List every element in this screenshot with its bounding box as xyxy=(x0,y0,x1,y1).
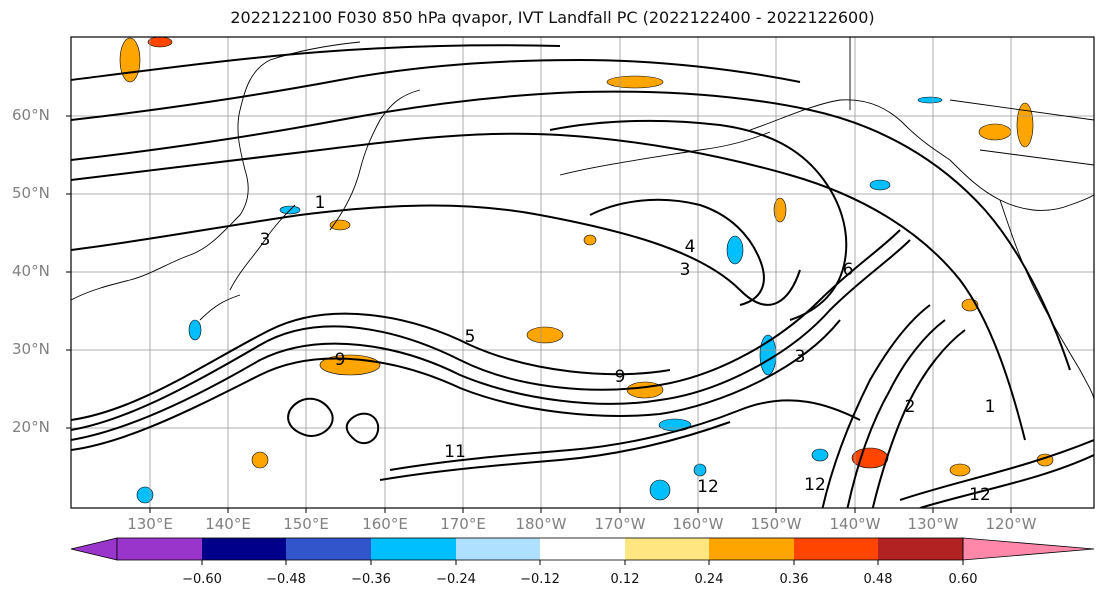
qvapor-shade-patch xyxy=(188,319,202,341)
qvapor-shade-patch xyxy=(726,235,744,265)
colorbar-tick-label: 0.12 xyxy=(610,572,640,587)
longitude-label: 170°W xyxy=(594,515,646,533)
longitude-label: 180°W xyxy=(515,515,567,533)
qvapor-shade-patch xyxy=(606,75,664,89)
latitude-label: 20°N xyxy=(12,418,50,436)
longitude-label: 130°W xyxy=(907,515,959,533)
colorbar-tick-label: −0.12 xyxy=(520,572,560,587)
longitude-label: 160°W xyxy=(672,515,724,533)
qvapor-shade-patch xyxy=(649,479,671,501)
qvapor-shade-patch xyxy=(917,96,943,104)
contour-label: 2 xyxy=(905,397,916,417)
colorbar-tick-label: −0.60 xyxy=(182,572,222,587)
colorbar-segment xyxy=(117,538,202,560)
coastline-japan xyxy=(199,204,296,321)
colorbar-segment xyxy=(202,538,286,560)
qvapor-shade-patch xyxy=(1016,102,1034,148)
map-panel: 1 3 5 9 3 6 2 12 12 1 4 3 11 9 12 xyxy=(66,36,1095,513)
qvapor-shade-patch xyxy=(978,123,1012,141)
colorbar-segment xyxy=(371,538,456,560)
colorbar-extend-triangle xyxy=(962,537,1095,561)
qvapor-shade-patch xyxy=(119,37,141,83)
longitude-label: 150°W xyxy=(750,515,802,533)
contour-label: 12 xyxy=(697,477,719,497)
longitude-label: 170°E xyxy=(440,515,486,533)
contour-label: 9 xyxy=(615,367,626,387)
qvapor-shade-patch xyxy=(869,179,891,191)
qvapor-shade-patch xyxy=(251,451,269,469)
contour-label: 1 xyxy=(315,193,326,213)
coastline-kamchatka xyxy=(329,89,421,231)
longitude-label: 150°E xyxy=(283,515,329,533)
coastline-alaska xyxy=(749,99,1094,211)
longitude-label: 130°E xyxy=(127,515,173,533)
colorbar-tick-label: 0.48 xyxy=(863,572,893,587)
colorbar-tick-label: 0.36 xyxy=(779,572,809,587)
contour-label: 6 xyxy=(843,260,854,280)
map-title: 2022122100 F030 850 hPa qvapor, IVT Land… xyxy=(230,8,875,27)
contour-label: 3 xyxy=(795,347,806,367)
colorbar-tick-label: −0.36 xyxy=(351,572,391,587)
contour-label: 1 xyxy=(985,397,996,417)
coastline-asia xyxy=(71,41,361,301)
qvapor-shade-patch xyxy=(329,219,351,231)
ivt-contours xyxy=(71,44,1094,508)
colorbar-segment xyxy=(709,538,794,560)
colorbar-segment xyxy=(794,538,878,560)
latitude-label: 50°N xyxy=(12,184,50,202)
qvapor-shade-patch xyxy=(583,234,597,246)
colorbar-segment xyxy=(456,538,540,560)
latitude-label: 30°N xyxy=(12,340,50,358)
longitude-label: 140°E xyxy=(205,515,251,533)
longitude-label: 160°E xyxy=(362,515,408,533)
contour-label: 11 xyxy=(444,442,466,462)
colorbar-segment xyxy=(625,538,709,560)
border-lines xyxy=(849,37,1094,166)
contour-label: 3 xyxy=(260,230,271,250)
coastlines xyxy=(71,37,1094,401)
contour-label: 5 xyxy=(465,327,476,347)
contour-label: 4 xyxy=(685,237,696,257)
graticule xyxy=(71,37,1094,508)
longitude-label: 120°W xyxy=(985,515,1037,533)
qvapor-shade-patch xyxy=(136,486,154,504)
latitude-label: 40°N xyxy=(12,262,50,280)
qvapor-shade-patch xyxy=(773,197,787,223)
contour-labels: 1 3 5 9 3 6 2 12 12 1 4 3 11 9 12 xyxy=(260,193,996,505)
longitude-label: 140°W xyxy=(829,515,881,533)
qvapor-shade-patch xyxy=(811,448,829,462)
colorbar-segment xyxy=(878,538,963,560)
colorbar-segment xyxy=(286,538,371,560)
contour-label: 9 xyxy=(335,350,346,370)
qvapor-shade-patch xyxy=(526,326,564,344)
colorbar-tick-label: 0.60 xyxy=(948,572,978,587)
colorbar-tick-label: 0.24 xyxy=(694,572,724,587)
contour-label: 3 xyxy=(680,260,691,280)
colorbar-segment xyxy=(540,538,625,560)
contour-label: 12 xyxy=(969,485,991,505)
colorbar-tick-label: −0.48 xyxy=(266,572,306,587)
qvapor-shade-patch xyxy=(147,37,173,48)
contour-label: 12 xyxy=(804,475,826,495)
qvapor-shade-patch xyxy=(949,463,971,477)
colorbar-tick-label: −0.24 xyxy=(436,572,476,587)
latitude-label: 60°N xyxy=(12,106,50,124)
qvapor-shade-patch xyxy=(693,463,707,477)
qvapor-shade-patch xyxy=(851,447,889,469)
